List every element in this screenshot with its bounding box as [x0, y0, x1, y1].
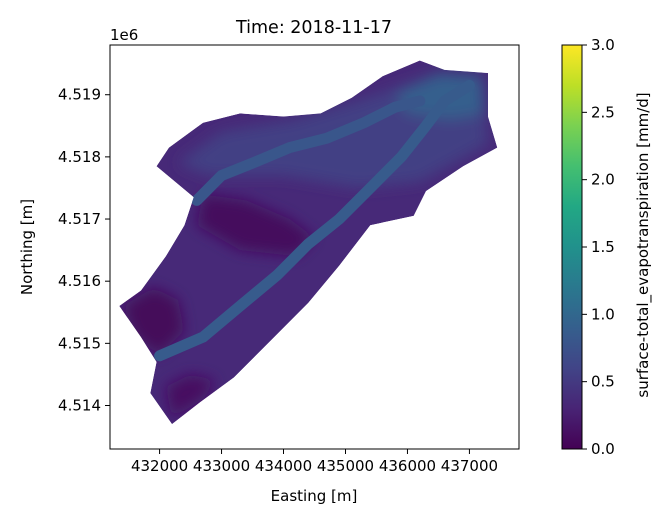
- y-tick-label: 4.516: [58, 272, 101, 290]
- colorbar-tick-label: 1.5: [591, 238, 615, 256]
- y-tick-label: 4.518: [58, 148, 101, 166]
- colorbar-tick-label: 2.0: [591, 171, 615, 189]
- y-tick-label: 4.519: [58, 86, 101, 104]
- channel-northern-ridge: [191, 95, 426, 206]
- x-tick-label: 434000: [255, 457, 312, 475]
- colorbar-tick-label: 2.5: [591, 103, 615, 121]
- x-tick-label: 435000: [317, 457, 374, 475]
- colorbar-tick-label: 3.0: [591, 36, 615, 54]
- colorbar-ticks: 0.0 0.5 1.0 1.5 2.0 2.5 3.0: [582, 36, 615, 458]
- colorbar-label: surface-total_evapotranspiration [mm/d]: [634, 92, 653, 397]
- x-tick-label: 436000: [379, 457, 436, 475]
- x-tick-label: 432000: [131, 457, 188, 475]
- mesh-region-south-tip-low: [165, 374, 216, 418]
- colorbar-tick-label: 0.0: [591, 440, 615, 458]
- colorbar-tick-label: 0.5: [591, 373, 615, 391]
- channel-main-valley: [154, 79, 475, 362]
- y-axis-label: Northing [m]: [18, 199, 36, 295]
- x-axis-label: Easting [m]: [271, 487, 358, 505]
- y-tick-label: 4.515: [58, 334, 101, 352]
- x-axis-ticks: 432000 433000 434000 435000 436000 437000: [131, 449, 498, 475]
- chart-title: Time: 2018-11-17: [235, 18, 392, 38]
- y-axis-ticks: 4.514 4.515 4.516 4.517 4.518 4.519: [58, 86, 110, 414]
- colorbar: [561, 44, 583, 450]
- x-tick-label: 433000: [193, 457, 250, 475]
- mesh-region-central-low: [196, 194, 315, 257]
- colorbar-tick-label: 1.0: [591, 305, 615, 323]
- y-tick-label: 4.514: [58, 396, 101, 414]
- y-offset-label: 1e6: [110, 26, 138, 44]
- y-tick-label: 4.517: [58, 210, 101, 228]
- x-tick-label: 437000: [441, 457, 498, 475]
